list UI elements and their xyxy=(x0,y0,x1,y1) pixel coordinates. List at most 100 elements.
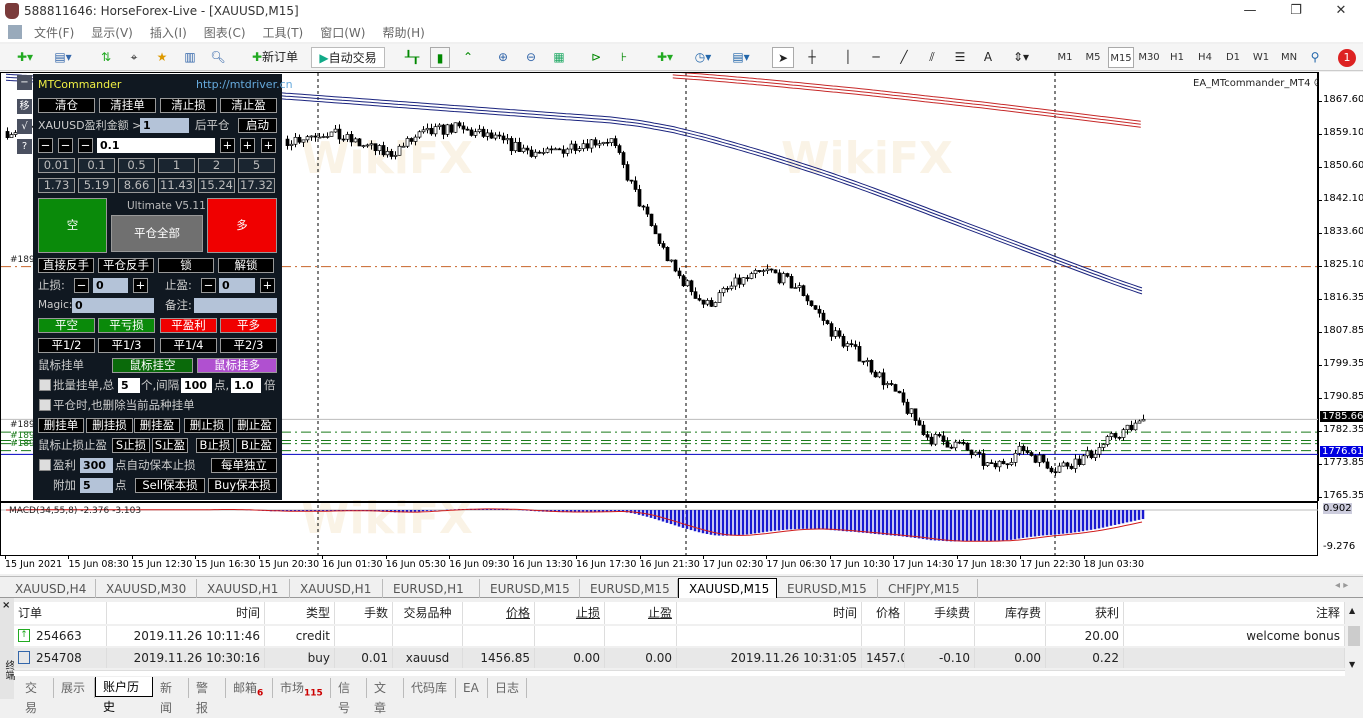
sell-breakeven-button[interactable]: Sell保本损 xyxy=(135,478,205,493)
terminal-tab[interactable]: 账户历史 xyxy=(95,677,153,714)
chart-tab[interactable]: XAUUSD,H1 xyxy=(290,579,383,599)
comment-input[interactable] xyxy=(194,298,277,313)
zoom-out-icon[interactable]: ⊖ xyxy=(525,50,537,64)
mouse-sltp-button-0[interactable]: S止损 xyxy=(112,438,150,453)
autoscroll-icon[interactable]: ⊦ xyxy=(620,50,628,64)
partial-close-button-0[interactable]: 平1/2 xyxy=(38,338,95,353)
table-row[interactable] xyxy=(14,648,1345,668)
candlestick-icon[interactable]: ▮ xyxy=(430,47,450,68)
profit-amount-input[interactable]: 1 xyxy=(140,118,189,133)
timeframe-m5[interactable]: M5 xyxy=(1085,52,1101,63)
auto-trading-button[interactable]: ▶自动交易 xyxy=(311,47,385,68)
menu-view[interactable]: 显示(V) xyxy=(91,25,133,40)
column-header[interactable]: 手数 xyxy=(335,602,393,624)
indicators-icon[interactable]: ✚▾ xyxy=(656,50,674,64)
column-header[interactable]: 价格 xyxy=(862,602,905,624)
breakeven-mode-select[interactable]: 每单独立 xyxy=(211,458,277,473)
column-header[interactable]: 类型 xyxy=(265,602,335,624)
market-watch-icon[interactable]: ⇅ xyxy=(100,50,112,64)
lot-preset-button[interactable]: 5 xyxy=(238,158,275,173)
fibonacci-icon[interactable]: ☰ xyxy=(954,50,966,64)
magic-input[interactable]: 0 xyxy=(72,298,154,313)
reverse-lock-button-1[interactable]: 平仓反手 xyxy=(98,258,154,273)
terminal-tab[interactable]: 代码库 xyxy=(404,678,456,698)
sl-decrease-button[interactable]: − xyxy=(74,278,89,293)
start-button[interactable]: 启动 xyxy=(238,118,277,133)
clear-button-1[interactable]: 清挂单 xyxy=(99,98,156,113)
cursor-icon[interactable]: ➤ xyxy=(772,47,794,68)
column-header[interactable]: 止损 xyxy=(535,602,605,624)
menu-charts[interactable]: 图表(C) xyxy=(203,25,246,40)
timeframe-mn[interactable]: MN xyxy=(1280,52,1298,63)
terminal-tab[interactable]: EA xyxy=(456,678,488,698)
lot-preset-button[interactable]: 0.01 xyxy=(38,158,75,173)
arrows-icon[interactable]: ⇕▾ xyxy=(1012,50,1030,64)
timeframe-h4[interactable]: H4 xyxy=(1198,52,1212,63)
lot-preset-button[interactable]: 2 xyxy=(198,158,235,173)
close-button[interactable]: ✕ xyxy=(1335,3,1347,18)
crosshair-icon[interactable]: ┼ xyxy=(808,50,816,64)
new-order-button[interactable]: ✚新订单 xyxy=(244,47,306,68)
search-icon[interactable]: ⚲ xyxy=(1310,50,1320,64)
tp-decrease-button[interactable]: − xyxy=(201,278,216,293)
terminal-tab[interactable]: 展示 xyxy=(54,678,95,698)
mouse-sltp-button-3[interactable]: B止盈 xyxy=(236,438,277,453)
close-all-button[interactable]: 平仓全部 xyxy=(111,215,203,252)
navigator-icon[interactable]: ★ xyxy=(156,50,168,64)
column-header[interactable]: 交易品种 xyxy=(393,602,463,624)
terminal-tab[interactable]: 日志 xyxy=(488,678,527,698)
batch-multiplier-input[interactable]: 1.0 xyxy=(231,378,261,393)
close-filter-button-2[interactable]: 平盈利 xyxy=(160,318,217,333)
column-header[interactable]: 注释 xyxy=(1124,602,1345,624)
menu-tools[interactable]: 工具(T) xyxy=(262,25,304,40)
lot-preset-button[interactable]: 0.1 xyxy=(78,158,115,173)
column-header[interactable]: 手续费 xyxy=(905,602,975,624)
menu-help[interactable]: 帮助(H) xyxy=(382,25,425,40)
close-terminal-icon[interactable]: × xyxy=(2,600,11,611)
clear-button-2[interactable]: 清止损 xyxy=(160,98,217,113)
table-row[interactable] xyxy=(14,626,1345,646)
value-preset-button[interactable]: 5.19 xyxy=(78,178,115,193)
timeframe-m30[interactable]: M30 xyxy=(1138,52,1160,63)
take-profit-input[interactable]: 0 xyxy=(219,278,255,293)
breakeven-checkbox[interactable] xyxy=(39,459,51,471)
close-filter-button-0[interactable]: 平空 xyxy=(38,318,95,333)
delete-button-2[interactable]: 删挂盈 xyxy=(134,418,180,433)
chart-tab[interactable]: XAUUSD,M30 xyxy=(96,579,197,599)
column-header[interactable]: 时间 xyxy=(677,602,862,624)
column-header[interactable]: 止盈 xyxy=(605,602,677,624)
value-preset-button[interactable]: 8.66 xyxy=(118,178,155,193)
notification-badge[interactable]: 1 xyxy=(1338,49,1356,67)
terminal-tab[interactable]: 市场115 xyxy=(273,678,331,698)
scroll-up-icon[interactable]: ▲ xyxy=(1349,606,1356,615)
value-preset-button[interactable]: 11.43 xyxy=(158,178,195,193)
bar-chart-icon[interactable]: ┸┰ xyxy=(404,50,420,64)
minimize-button[interactable]: — xyxy=(1243,3,1257,18)
scroll-down-icon[interactable]: ▼ xyxy=(1349,660,1356,669)
mouse-sltp-button-1[interactable]: S止盈 xyxy=(152,438,188,453)
horizontal-line-icon[interactable]: ─ xyxy=(872,50,880,64)
column-header[interactable]: 订单 xyxy=(14,602,107,624)
scroll-thumb[interactable] xyxy=(1348,626,1360,646)
terminal-tab[interactable]: 文章 xyxy=(367,678,404,715)
chart-tab[interactable]: CHFJPY,M15 xyxy=(878,579,978,599)
terminal-tab[interactable]: 邮箱6 xyxy=(226,678,273,698)
delete-button-0[interactable]: 删挂单 xyxy=(38,418,84,433)
collapse-panel-button[interactable]: − xyxy=(17,75,32,90)
lot-preset-button[interactable]: 1 xyxy=(158,158,195,173)
column-header[interactable]: 时间 xyxy=(107,602,265,624)
terminal-tab[interactable]: 新闻 xyxy=(153,678,189,715)
delete-button-3[interactable]: 删止损 xyxy=(184,418,230,433)
confirm-button[interactable]: √ xyxy=(17,119,32,134)
chart-tab[interactable]: XAUUSD,H1 xyxy=(197,579,290,599)
chart-tab[interactable]: EURUSD,M15 xyxy=(480,579,580,599)
stop-loss-input[interactable]: 0 xyxy=(93,278,128,293)
clear-button-0[interactable]: 清仓 xyxy=(38,98,95,113)
delete-button-4[interactable]: 删止盈 xyxy=(232,418,277,433)
strategy-tester-icon[interactable]: 🔍︎ xyxy=(210,50,226,64)
delete-button-1[interactable]: 删挂损 xyxy=(86,418,133,433)
sl-increase-button[interactable]: + xyxy=(133,278,148,293)
value-preset-button[interactable]: 15.24 xyxy=(198,178,235,193)
periods-icon[interactable]: ◷▾ xyxy=(694,50,712,64)
new-chart-icon[interactable]: ✚▾ xyxy=(16,50,34,64)
